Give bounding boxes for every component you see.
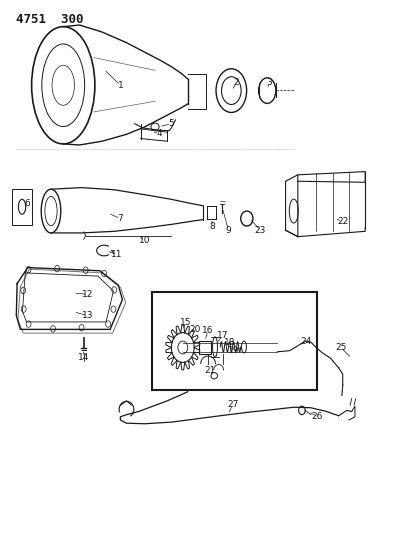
- Text: 21: 21: [204, 366, 216, 375]
- Text: 6: 6: [25, 199, 31, 208]
- Text: 4751  300: 4751 300: [16, 13, 84, 26]
- Bar: [12, 189, 32, 225]
- Bar: [199, 341, 211, 354]
- Text: 23: 23: [255, 226, 266, 235]
- Text: 20: 20: [189, 325, 201, 334]
- Text: 25: 25: [335, 343, 346, 352]
- Text: 19: 19: [228, 346, 239, 355]
- Text: 26: 26: [312, 413, 323, 421]
- Text: 9: 9: [226, 226, 231, 235]
- Text: 17: 17: [217, 332, 228, 340]
- Text: 10: 10: [139, 237, 151, 245]
- Text: 24: 24: [300, 337, 312, 345]
- Text: 4: 4: [156, 129, 162, 138]
- Text: 2: 2: [234, 78, 239, 87]
- Text: 16: 16: [202, 326, 214, 335]
- Text: 5: 5: [169, 119, 174, 128]
- Text: 15: 15: [180, 318, 191, 327]
- Text: 7: 7: [118, 214, 123, 223]
- Bar: [152, 292, 317, 390]
- Text: 12: 12: [82, 290, 93, 298]
- Text: 1: 1: [118, 81, 123, 90]
- Text: 18: 18: [224, 338, 235, 347]
- Text: 13: 13: [82, 311, 93, 320]
- Text: 14: 14: [78, 353, 89, 361]
- Text: 22: 22: [337, 217, 348, 225]
- Text: 3: 3: [266, 78, 272, 87]
- Text: 8: 8: [209, 222, 215, 231]
- Text: 27: 27: [227, 400, 238, 408]
- Text: 11: 11: [111, 251, 122, 259]
